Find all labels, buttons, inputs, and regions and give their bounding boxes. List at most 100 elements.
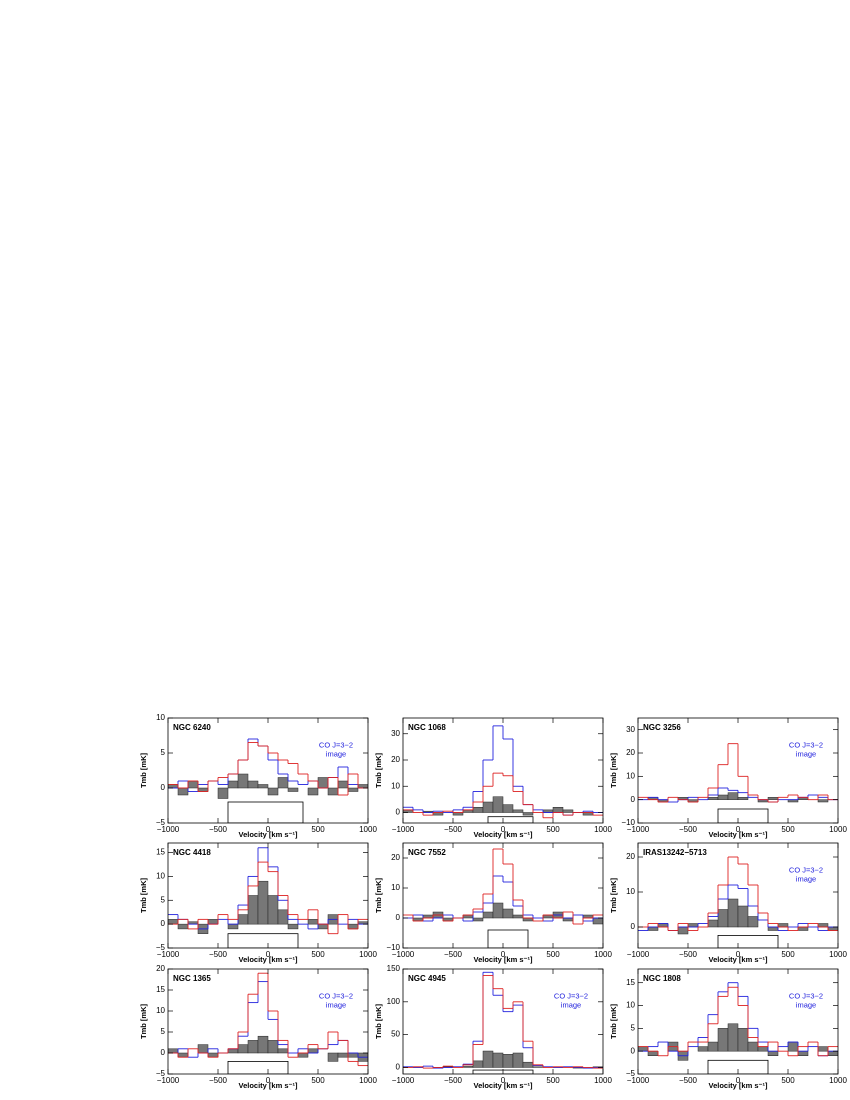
filled-bin [727,792,739,800]
x-tick-label: −1000 [392,825,415,834]
x-tick-label: 500 [311,825,325,834]
filled-bin [168,1048,179,1054]
filled-bin [277,777,289,789]
filled-bin [827,926,838,931]
x-tick-label: 0 [266,825,271,834]
filled-bin [677,926,689,935]
filled-bin [257,880,269,925]
y-tick-label: 100 [387,997,401,1006]
x-tick-label: 500 [546,950,560,959]
filled-bin [562,809,574,813]
filled-bin [287,923,299,930]
filled-bin [317,777,329,789]
filled-bin [482,801,494,813]
filled-bin [657,923,669,928]
y-tick-label: 20 [156,964,165,973]
annotation: image [796,749,816,758]
annotation: image [796,874,816,883]
y-tick-label: −5 [156,1069,166,1078]
x-tick-label: 0 [266,1076,271,1085]
x-tick-label: 1000 [594,950,612,959]
x-tick-label: 500 [781,825,795,834]
y-tick-label: 10 [156,713,165,722]
velocity-window [487,929,529,948]
filled-bin [462,1065,474,1068]
filled-bin [267,787,279,796]
annotation: CO J=3−2 [319,740,353,749]
filled-bin [697,1046,709,1052]
plot-area [403,725,603,823]
x-tick-label: 0 [501,950,506,959]
x-tick-label: 0 [736,825,741,834]
panel: −1000 −500 0 500 1000 −5 0 5 10 NGC 6240 Velocity … [139,713,377,839]
filled-bin [337,780,349,789]
filled-bin [492,902,504,919]
filled-bin [512,1052,524,1068]
x-tick-label: 0 [736,1076,741,1085]
y-tick-label: 10 [391,883,400,892]
filled-bin [532,1066,544,1068]
filled-bin [307,919,319,925]
filled-bin [257,1035,269,1054]
y-axis-label: Tmb [mK] [139,1004,148,1039]
y-tick-label: 0 [631,922,636,931]
y-tick-label: −5 [626,1069,636,1078]
x-tick-label: 0 [501,825,506,834]
panel-title: NGC 4418 [173,848,211,857]
filled-bin [747,1041,759,1052]
x-axis-label: Velocity [km s⁻¹] [474,1081,533,1090]
x-tick-label: −1000 [392,1076,415,1085]
panel: −1000 −500 0 500 1000 0 50 100 150 NGC 4945 Veloci… [374,964,612,1090]
x-tick-label: 1000 [829,825,847,834]
filled-bin [277,1048,289,1054]
y-tick-label: 0 [631,795,636,804]
y-axis-label: Tmb [mK] [139,878,148,913]
x-tick-label: 500 [546,1076,560,1085]
plot-area [168,972,368,1074]
filled-bin [638,1046,649,1052]
x-tick-label: 500 [546,825,560,834]
x-tick-label: −500 [444,950,463,959]
x-axis-label: Velocity [km s⁻¹] [474,955,533,964]
x-tick-label: −500 [444,825,463,834]
x-tick-label: 500 [311,950,325,959]
filled-bin [767,1050,779,1056]
panel: −1000 −500 0 500 1000 0 10 20 30 NGC 1068 Velocity… [374,717,612,839]
y-tick-label: 10 [626,1001,635,1010]
panel-title: NGC 1808 [643,974,681,983]
y-tick-label: −10 [621,818,635,827]
x-tick-label: 500 [781,1076,795,1085]
x-tick-label: 1000 [594,1076,612,1085]
filled-bin [357,784,368,789]
filled-bin [717,794,729,800]
filled-bin [797,926,809,931]
x-tick-label: −500 [679,950,698,959]
panel-title: IRAS13242−5713 [643,848,707,857]
y-tick-label: 0 [396,913,401,922]
filled-bin [177,923,189,930]
x-axis-label: Velocity [km s⁻¹] [239,1081,298,1090]
y-axis-label: Tmb [mK] [374,1004,383,1039]
x-tick-label: 0 [736,950,741,959]
filled-bin [747,916,759,928]
filled-bin [767,797,779,800]
x-axis-label: Velocity [km s⁻¹] [709,1081,768,1090]
y-tick-label: 10 [156,872,165,881]
filled-bin [512,914,524,919]
filled-bin [522,812,534,816]
x-axis-label: Velocity [km s⁻¹] [239,830,298,839]
filled-bin [777,923,789,928]
filled-bin [227,780,239,789]
plot-area [168,847,368,948]
x-tick-label: −1000 [627,1076,650,1085]
filled-bin [502,908,514,919]
panel: −1000 −500 0 500 1000 −5 0 5 10 15 20 NGC 1365 Veloc… [139,964,377,1090]
filled-bin [737,1028,749,1052]
x-axis-label: Velocity [km s⁻¹] [709,830,768,839]
velocity-window [227,933,299,948]
filled-bin [827,1050,838,1056]
filled-bin [787,1041,799,1052]
x-tick-label: 0 [266,950,271,959]
